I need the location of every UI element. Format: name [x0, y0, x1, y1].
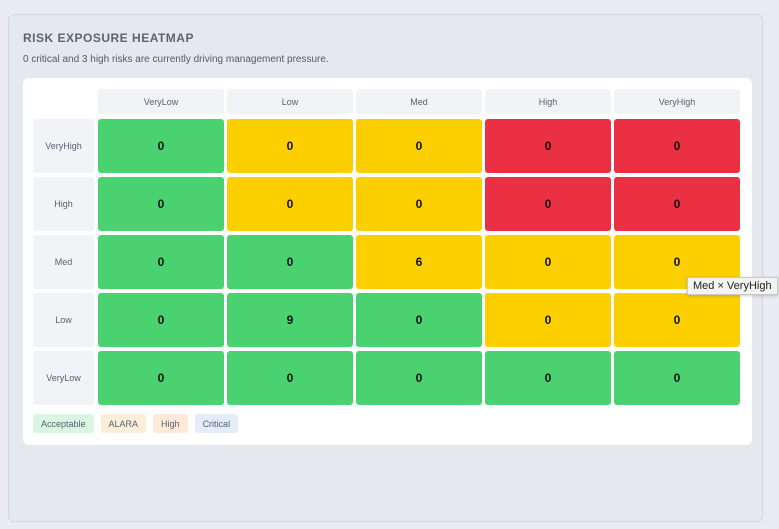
heatmap-cell[interactable]: 0 — [356, 293, 482, 347]
heatmap-cell[interactable]: 9 — [227, 293, 353, 347]
heatmap-cell[interactable]: 0 — [485, 235, 611, 289]
heatmap-cell[interactable]: 0 — [485, 119, 611, 173]
heatmap-cell[interactable]: 0 — [485, 351, 611, 405]
col-header-med: Med — [356, 89, 482, 114]
cell-tooltip: Med × VeryHigh — [687, 277, 778, 295]
heatmap-cell[interactable]: 0 — [98, 351, 224, 405]
row-header-low: Low — [33, 293, 94, 347]
heatmap-cell[interactable]: 0 — [356, 119, 482, 173]
heatmap-cell[interactable]: 0 — [227, 119, 353, 173]
heatmap-cell[interactable]: 6 — [356, 235, 482, 289]
row-header-high: High — [33, 177, 94, 231]
col-header-veryhigh: VeryHigh — [614, 89, 740, 114]
legend-item-high: High — [153, 414, 188, 433]
heatmap-cell[interactable]: 0 — [227, 351, 353, 405]
page-title: RISK EXPOSURE HEATMAP — [23, 31, 194, 45]
legend-item-acceptable: Acceptable — [33, 414, 94, 433]
heatmap-cell[interactable]: 0 — [485, 293, 611, 347]
heatmap-cell[interactable]: 0 — [614, 351, 740, 405]
legend-item-alara: ALARA — [100, 414, 147, 433]
heatmap-cell[interactable]: 0 — [98, 235, 224, 289]
heatmap-cell[interactable]: 0 — [356, 177, 482, 231]
heatmap-cell[interactable]: 0 — [98, 293, 224, 347]
row-header-verylow: VeryLow — [33, 351, 94, 405]
heatmap-cell[interactable]: 0 — [614, 293, 740, 347]
row-header-veryhigh: VeryHigh — [33, 119, 94, 173]
heatmap-panel: RISK EXPOSURE HEATMAP 0 critical and 3 h… — [8, 14, 763, 522]
legend-item-critical: Critical — [194, 414, 239, 433]
heatmap-cell[interactable]: 0 — [356, 351, 482, 405]
heatmap-cell[interactable]: 0 — [98, 119, 224, 173]
heatmap-cell[interactable]: 0 — [227, 235, 353, 289]
heatmap-cell[interactable]: 0 — [614, 119, 740, 173]
heatmap-cell[interactable]: 0 — [485, 177, 611, 231]
heatmap-cell[interactable]: 0 — [227, 177, 353, 231]
legend: Acceptable ALARA High Critical — [33, 414, 239, 433]
page-subtitle: 0 critical and 3 high risks are currentl… — [23, 54, 329, 65]
col-header-low: Low — [227, 89, 353, 114]
row-header-med: Med — [33, 235, 94, 289]
heatmap-cell[interactable]: 0 — [98, 177, 224, 231]
heatmap-cell[interactable]: 0 — [614, 177, 740, 231]
col-header-high: High — [485, 89, 611, 114]
heatmap-card: VeryLow Low Med High VeryHigh VeryHigh 0 0 0 0 0 Hi… — [23, 78, 752, 445]
col-header-verylow: VeryLow — [98, 89, 224, 114]
